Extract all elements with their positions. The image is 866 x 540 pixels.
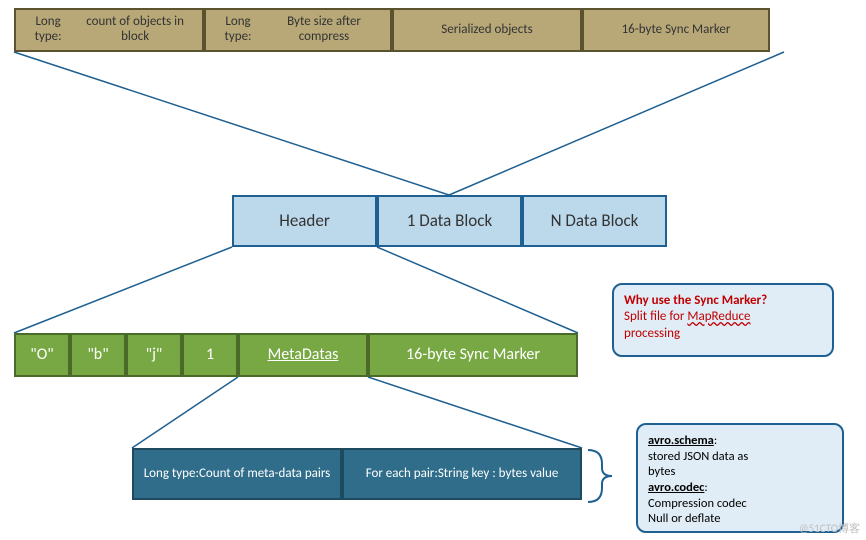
schema-codec-callout: avro.schema: stored JSON data as bytes a… <box>636 423 844 533</box>
file-part-cell-0: Header <box>232 195 377 247</box>
watermark: @51CTO博客 <box>799 520 860 536</box>
avro-schema-desc-1: stored JSON data as <box>648 449 832 465</box>
metadata-cell-0: Long type:Count of meta-data pairs <box>132 448 342 500</box>
callout-body-2: processing <box>624 326 822 342</box>
avro-codec-line: avro.codec: <box>648 480 832 496</box>
sync-marker-callout: Why use the Sync Marker? Split file for … <box>612 283 834 357</box>
data-block-breakdown-row: Long type:count of objects in blockLong … <box>14 8 770 52</box>
callout-title: Why use the Sync Marker? <box>624 293 822 309</box>
metadata-cell-1: For each pair:String key : bytes value <box>342 448 582 500</box>
file-part-cell-1: 1 Data Block <box>377 195 522 247</box>
data-block-cell-0: Long type:count of objects in block <box>14 8 204 52</box>
header-byte-cell-0: "O" <box>14 333 70 377</box>
header-byte-cell-1: "b" <box>70 333 126 377</box>
callout-body: Split file for MapReduce <box>624 309 822 325</box>
avro-schema-desc-2: bytes <box>648 464 832 480</box>
header-byte-cell-5: 16-byte Sync Marker <box>368 333 578 377</box>
header-breakdown-row: "O""b""j"1MetaDatas16-byte Sync Marker <box>14 333 578 377</box>
data-block-cell-2: Serialized objects <box>392 8 582 52</box>
avro-codec-desc-1: Compression codec <box>648 496 832 512</box>
avro-schema-line: avro.schema: <box>648 433 832 449</box>
data-block-cell-1: Long type:Byte size after compress <box>204 8 392 52</box>
header-byte-cell-3: 1 <box>182 333 238 377</box>
file-structure-row: Header1 Data BlockN Data Block <box>232 195 667 247</box>
header-byte-cell-4: MetaDatas <box>238 333 368 377</box>
data-block-cell-3: 16-byte Sync Marker <box>582 8 770 52</box>
file-part-cell-2: N Data Block <box>522 195 667 247</box>
metadata-breakdown-row: Long type:Count of meta-data pairsFor ea… <box>132 448 582 500</box>
header-byte-cell-2: "j" <box>126 333 182 377</box>
